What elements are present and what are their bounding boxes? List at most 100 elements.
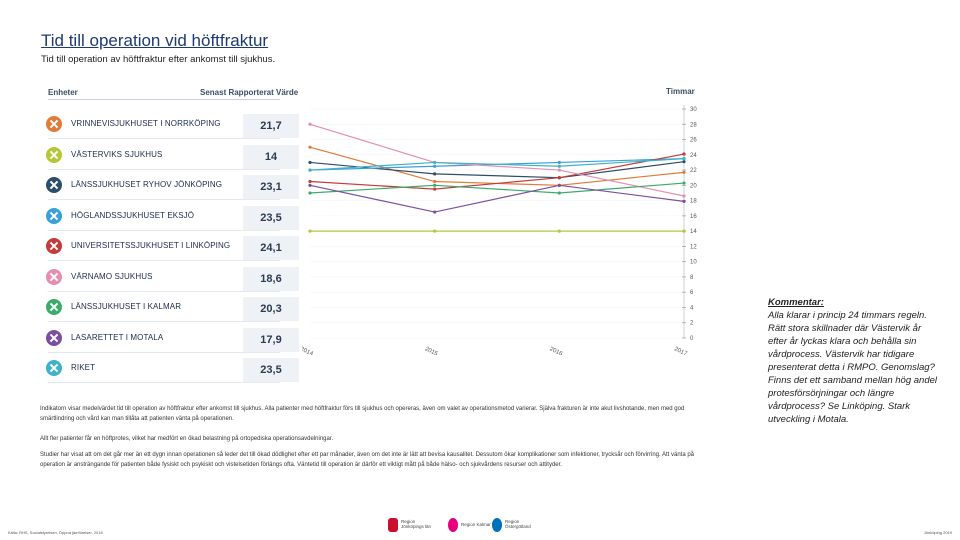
unit-name: VÄSTERVIKS SJUKHUS	[71, 149, 163, 159]
description-paragraph-1: Indikatorn visar medelvärdet tid till op…	[40, 406, 685, 422]
data-point	[557, 160, 561, 165]
data-point	[682, 157, 686, 161]
unit-value: 18,6	[243, 266, 299, 291]
unit-value: 24,1	[243, 236, 299, 260]
unit-row[interactable]: VÄSTERVIKS SJUKHUS 14	[40, 140, 299, 170]
y-tick-label: 0	[690, 336, 694, 342]
y-tick-label: 26	[690, 138, 697, 144]
x-tick-label: 2014	[302, 346, 314, 355]
unit-name: LÄNSSJUKHUSET RYHOV JÖNKÖPING	[71, 180, 223, 189]
logo-text-line1: Region	[401, 519, 416, 524]
row-divider	[48, 351, 280, 353]
data-point	[308, 191, 312, 195]
unit-value: 23,1	[243, 175, 299, 199]
close-icon[interactable]	[46, 146, 62, 163]
unit-name: LASARETTET I MOTALA	[71, 332, 164, 342]
unit-row[interactable]: LÄNSSJUKHUSET RYHOV JÖNKÖPING 23,1	[40, 170, 299, 200]
data-point	[557, 191, 561, 195]
series-line	[309, 158, 685, 171]
close-icon[interactable]	[46, 268, 62, 285]
unit-value: 23,5	[243, 358, 299, 382]
data-point	[682, 199, 686, 203]
y-tick-label: 12	[690, 244, 697, 250]
y-tick-label: 20	[690, 183, 697, 189]
close-icon[interactable]	[46, 177, 62, 193]
y-tick-label: 28	[690, 122, 697, 128]
data-point	[557, 183, 561, 187]
unit-value: 14	[243, 144, 299, 169]
unit-name: RIKET	[71, 363, 96, 372]
footer-date: Jönköping 2019	[923, 530, 952, 535]
y-tick-label: 24	[690, 153, 697, 159]
unit-value: 23,5	[243, 205, 299, 230]
close-icon[interactable]	[46, 299, 62, 315]
data-point	[433, 160, 437, 165]
data-point	[682, 152, 686, 156]
data-point	[682, 170, 686, 174]
logo-text-line1: Region	[505, 519, 520, 524]
comment-box: Kommentar: Alla klarar i princip 24 timm…	[768, 296, 940, 426]
series-line	[309, 123, 685, 197]
x-tick-label: 2015	[424, 346, 439, 355]
row-divider	[48, 382, 280, 383]
series-line	[309, 153, 685, 190]
data-point	[433, 210, 437, 214]
data-point	[308, 179, 312, 184]
unit-row[interactable]: UNIVERSITETSSJUKHUSET I LINKÖPING 24,1	[40, 231, 299, 261]
data-point	[433, 172, 437, 176]
page-subtitle: Tid till operation av höftfraktur efter …	[41, 54, 276, 65]
data-point	[308, 229, 312, 233]
y-tick-label: 8	[690, 275, 694, 281]
row-divider	[48, 138, 280, 139]
row-divider	[48, 260, 280, 261]
y-tick-label: 14	[690, 229, 697, 235]
comment-heading: Kommentar:	[768, 297, 824, 308]
row-divider	[48, 321, 280, 322]
y-tick-label: 4	[690, 305, 694, 311]
comment-body: Alla klarar i princip 24 timmars regeln.…	[768, 310, 937, 425]
unit-row[interactable]: LASARETTET I MOTALA 17,9	[40, 323, 299, 353]
region-jonkoping-logo-icon	[388, 518, 398, 532]
data-point	[308, 122, 312, 126]
unit-row[interactable]: VÄRNAMO SJUKHUS 18,6	[40, 262, 299, 292]
data-point	[557, 176, 561, 180]
data-point	[682, 229, 686, 233]
y-tick-label: 6	[690, 290, 694, 296]
unit-name: VRINNEVISJUKHUSET I NORRKÖPING	[71, 119, 221, 128]
close-icon[interactable]	[46, 360, 62, 376]
close-icon[interactable]	[46, 116, 62, 132]
logo-text-line2: Jönköpings län	[401, 524, 432, 529]
y-tick-label: 18	[690, 199, 697, 205]
data-point	[308, 145, 312, 149]
y-tick-label: 30	[690, 107, 697, 113]
close-icon[interactable]	[46, 207, 62, 224]
row-divider	[48, 199, 280, 200]
series-line	[309, 182, 685, 194]
row-divider	[48, 229, 280, 231]
unit-row[interactable]: LÄNSSJUKHUSET I KALMAR 20,3	[40, 292, 299, 322]
x-tick-label: 2017	[673, 346, 688, 355]
unit-value: 21,7	[243, 114, 299, 138]
region-ostergotland-logo-icon	[492, 518, 502, 532]
data-point	[682, 160, 686, 164]
data-point	[682, 194, 686, 198]
x-tick-label: 2016	[548, 346, 563, 355]
column-header-value: Senast Rapporterat Värde	[200, 88, 299, 97]
unit-name: UNIVERSITETSSJUKHUSET I LINKÖPING	[71, 241, 231, 250]
data-point	[557, 168, 561, 172]
unit-row[interactable]: RIKET 23,5	[40, 353, 299, 383]
close-icon[interactable]	[46, 329, 62, 346]
page-title[interactable]: Tid till operation vid höftfraktur	[41, 31, 269, 50]
data-point	[308, 168, 312, 172]
unit-row[interactable]: HÖGLANDSSJUKHUSET EKSJÖ 23,5	[40, 201, 299, 231]
y-axis-label: Timmar	[666, 87, 695, 96]
unit-name: LÄNSSJUKHUSET I KALMAR	[71, 302, 182, 311]
data-point	[682, 181, 686, 185]
data-point	[557, 229, 561, 233]
close-icon[interactable]	[46, 238, 62, 254]
data-point	[433, 187, 437, 191]
series-line	[309, 184, 685, 213]
unit-row[interactable]: VRINNEVISJUKHUSET I NORRKÖPING 21,7	[40, 109, 299, 139]
data-point	[308, 160, 312, 165]
unit-name: HÖGLANDSSJUKHUSET EKSJÖ	[71, 210, 195, 220]
